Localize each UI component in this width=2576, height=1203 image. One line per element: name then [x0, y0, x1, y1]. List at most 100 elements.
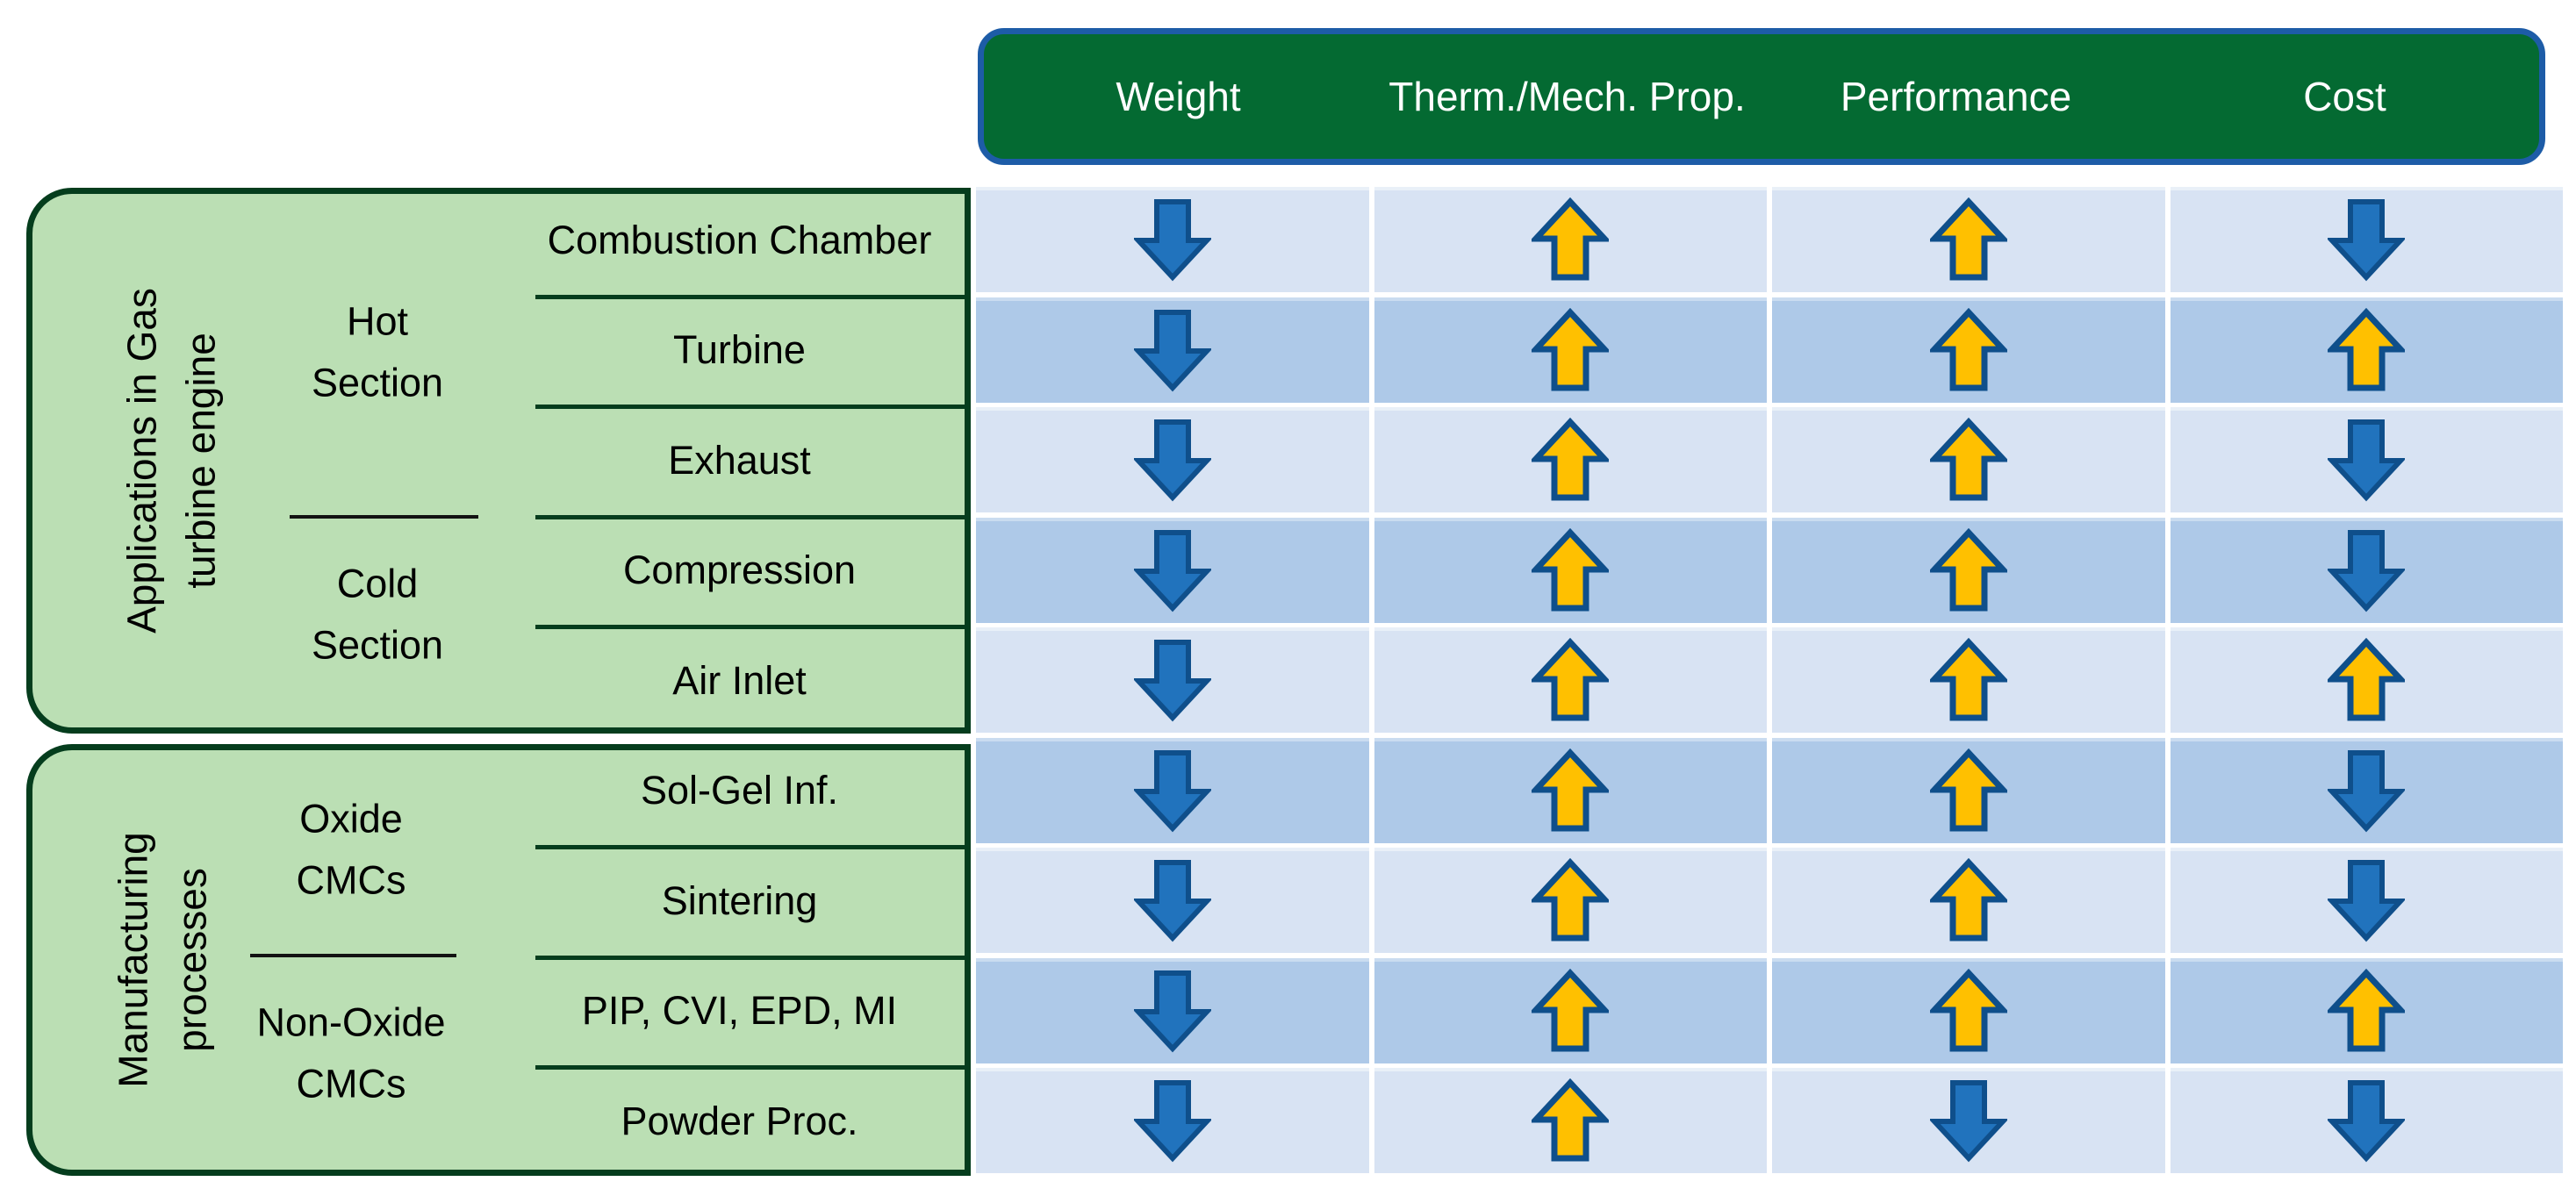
label-separator-line [535, 956, 967, 960]
oxide-nonoxide-divider-line [250, 954, 456, 957]
hot-cold-divider-line [290, 515, 478, 519]
down-arrow-cell [2170, 1068, 2563, 1173]
header-performance: Performance [1840, 74, 2072, 119]
manufacturing-panel [26, 744, 971, 1176]
down-arrow-icon [2328, 860, 2406, 942]
down-arrow-cell [976, 407, 1369, 512]
up-arrow-icon [2328, 308, 2406, 391]
header-weight: Weight [1116, 74, 1241, 119]
section-non-oxide: Non-Oxide CMCs [256, 999, 446, 1106]
up-arrow-icon [1929, 418, 2007, 501]
section-cold: Cold Section [311, 561, 444, 667]
down-arrow-icon [2328, 530, 2406, 612]
up-arrow-icon [1532, 197, 1610, 281]
row-label-powder-proc: Powder Proc. [621, 1098, 858, 1143]
matrix-row [976, 1068, 2563, 1173]
row-label-sol-gel: Sol-Gel Inf. [640, 767, 839, 813]
section-oxide: Oxide CMCs [296, 796, 406, 902]
up-arrow-cell [1772, 297, 2165, 403]
down-arrow-icon [2328, 1080, 2406, 1163]
up-arrow-cell [2170, 297, 2563, 403]
down-arrow-icon [1133, 750, 1211, 833]
up-arrow-cell [1374, 627, 1767, 733]
up-arrow-icon [1929, 528, 2007, 612]
criteria-header-bar: Weight Therm./Mech. Prop. Performance Co… [978, 28, 2545, 165]
label-separator-line [535, 515, 967, 519]
up-arrow-icon [1532, 748, 1610, 832]
up-arrow-cell [1374, 187, 1767, 292]
label-separator-line [535, 625, 967, 629]
matrix-row [976, 738, 2563, 843]
up-arrow-icon [1929, 858, 2007, 942]
up-arrow-icon [1532, 308, 1610, 391]
down-arrow-icon [2328, 199, 2406, 282]
up-arrow-icon [1929, 638, 2007, 721]
down-arrow-cell [976, 958, 1369, 1063]
down-arrow-icon [1133, 640, 1211, 722]
manufacturing-title: Manufacturing processes [110, 832, 214, 1088]
up-arrow-icon [1532, 969, 1610, 1052]
down-arrow-icon [2328, 419, 2406, 502]
up-arrow-icon [1532, 1078, 1610, 1162]
up-arrow-icon [1929, 197, 2007, 281]
up-arrow-cell [1772, 407, 2165, 512]
row-label-combustion-chamber: Combustion Chamber [547, 217, 932, 262]
up-arrow-icon [1929, 969, 2007, 1052]
up-arrow-cell [1374, 297, 1767, 403]
row-label-air-inlet: Air Inlet [672, 657, 807, 703]
down-arrow-cell [1772, 1068, 2165, 1173]
up-arrow-cell [1772, 518, 2165, 623]
down-arrow-icon [1133, 970, 1211, 1053]
label-separator-line [535, 405, 967, 409]
matrix-row [976, 407, 2563, 512]
down-arrow-icon [1133, 530, 1211, 612]
up-arrow-icon [1532, 418, 1610, 501]
down-arrow-cell [2170, 518, 2563, 623]
header-therm-mech: Therm./Mech. Prop. [1388, 74, 1746, 119]
up-arrow-cell [1772, 738, 2165, 843]
up-arrow-icon [2328, 969, 2406, 1052]
up-arrow-cell [1374, 518, 1767, 623]
gas-turbine-panel [26, 188, 971, 734]
up-arrow-cell [1772, 848, 2165, 953]
up-arrow-cell [2170, 627, 2563, 733]
up-arrow-cell [1772, 187, 2165, 292]
row-label-turbine: Turbine [673, 326, 806, 372]
up-arrow-cell [1374, 1068, 1767, 1173]
down-arrow-cell [976, 187, 1369, 292]
row-label-sintering: Sintering [661, 877, 818, 923]
down-arrow-cell [976, 848, 1369, 953]
down-arrow-cell [976, 738, 1369, 843]
matrix-row [976, 848, 2563, 953]
up-arrow-cell [1374, 958, 1767, 1063]
down-arrow-cell [2170, 187, 2563, 292]
down-arrow-cell [976, 297, 1369, 403]
up-arrow-icon [1929, 308, 2007, 391]
matrix-row [976, 958, 2563, 1063]
up-arrow-icon [1929, 748, 2007, 832]
section-hot: Hot Section [311, 298, 444, 405]
up-arrow-icon [1532, 528, 1610, 612]
down-arrow-icon [1133, 419, 1211, 502]
down-arrow-cell [2170, 738, 2563, 843]
down-arrow-icon [1929, 1080, 2007, 1163]
up-arrow-cell [1374, 848, 1767, 953]
up-arrow-cell [2170, 958, 2563, 1063]
down-arrow-icon [1133, 1080, 1211, 1163]
matrix-row [976, 187, 2563, 292]
down-arrow-icon [1133, 199, 1211, 282]
row-label-exhaust: Exhaust [668, 437, 811, 483]
up-arrow-icon [2328, 638, 2406, 721]
row-label-compression: Compression [622, 547, 857, 592]
down-arrow-icon [1133, 310, 1211, 392]
header-cost: Cost [2303, 74, 2386, 119]
up-arrow-icon [1532, 858, 1610, 942]
down-arrow-cell [976, 627, 1369, 733]
down-arrow-icon [1133, 860, 1211, 942]
label-separator-line [535, 1065, 967, 1070]
down-arrow-cell [976, 518, 1369, 623]
down-arrow-icon [2328, 750, 2406, 833]
up-arrow-cell [1374, 407, 1767, 512]
matrix-row [976, 627, 2563, 733]
